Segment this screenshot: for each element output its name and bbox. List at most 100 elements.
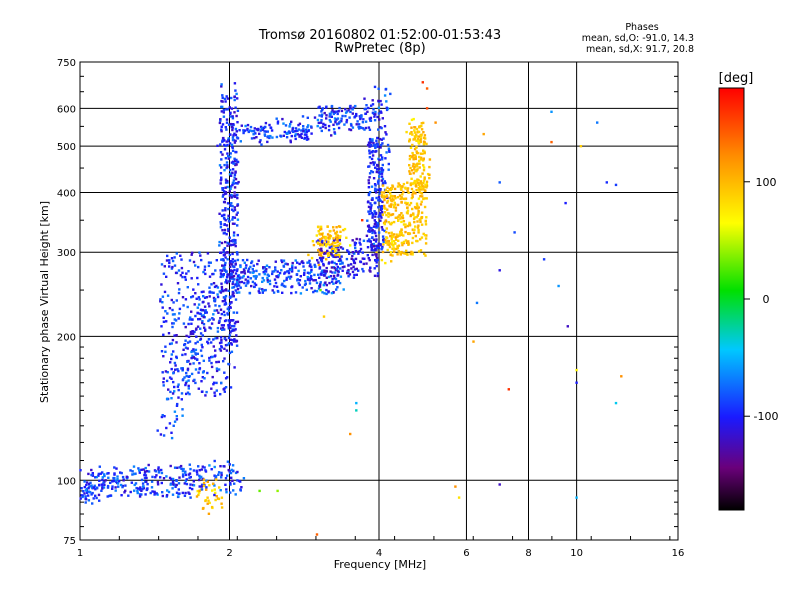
o-mode-point [186,360,189,363]
o-mode-point [373,85,377,89]
o-mode-point [224,197,227,201]
x-mode-point [322,235,325,238]
o-mode-point [189,483,192,486]
o-mode-point [230,239,233,243]
o-mode-point [313,273,316,277]
o-mode-point [357,123,361,126]
x-mode-point [420,223,424,226]
o-mode-point [183,482,186,485]
o-mode-point [88,491,92,494]
o-mode-point [366,110,369,113]
x-mode-point [345,236,348,239]
o-mode-point [279,134,282,137]
o-mode-point [170,397,173,400]
x-mode-point [423,205,427,209]
o-mode-point [187,384,190,388]
o-mode-point [98,479,101,482]
x-mode-point [385,213,388,217]
o-mode-point [353,273,356,277]
o-mode-point [370,204,373,207]
o-mode-point [346,249,349,252]
o-mode-point [368,238,371,241]
o-mode-point [219,119,222,122]
o-mode-point [306,125,309,129]
x-mode-point [384,238,387,242]
o-mode-point [316,118,320,122]
o-mode-point [302,129,305,133]
o-mode-point [134,482,138,485]
o-mode-point [353,252,356,255]
o-mode-point [332,291,335,294]
o-mode-point [233,195,237,198]
o-mode-point [229,168,232,172]
o-mode-point [334,268,338,272]
o-mode-point [342,288,345,291]
o-mode-point [239,286,242,289]
x-mode-point [210,505,214,509]
o-mode-point [233,191,236,194]
o-mode-point [235,194,239,197]
o-mode-point [330,110,333,114]
o-mode-point [162,384,165,387]
o-mode-point [164,310,167,313]
o-mode-point [209,327,213,330]
o-mode-point [319,283,322,286]
o-mode-point [224,192,228,195]
scattered-point [319,288,322,292]
o-mode-point [92,486,95,489]
x-mode-point [400,231,403,235]
o-mode-point [250,261,253,265]
scattered-point [507,388,510,391]
o-mode-point [380,216,383,219]
o-mode-point [237,278,240,281]
x-mode-point [380,258,384,262]
o-mode-point [205,390,208,394]
o-mode-point [210,387,213,390]
o-mode-point [345,118,349,122]
o-mode-point [223,201,226,204]
x-mode-point [400,241,404,245]
o-mode-point [184,491,187,495]
o-mode-point [257,259,260,262]
o-mode-point [111,480,114,483]
o-mode-point [204,311,207,314]
x-mode-point [389,194,393,198]
x-mode-point [318,250,322,254]
o-mode-point [356,120,359,123]
x-mode-point [207,512,211,515]
o-mode-point [109,481,112,484]
o-mode-point [252,271,255,274]
o-mode-point [314,265,317,268]
x-mode-point [411,251,414,254]
x-mode-point [335,233,338,236]
x-mode-point [411,155,414,158]
x-mode-point [413,147,417,151]
o-mode-point [219,489,222,492]
o-mode-point [177,317,180,320]
o-mode-point [348,116,351,119]
o-mode-point [169,464,172,468]
o-mode-point [228,106,231,109]
o-mode-point [387,162,390,166]
o-mode-point [233,157,236,160]
o-mode-point [194,357,197,360]
o-mode-point [321,125,325,128]
o-mode-point [192,362,195,365]
o-mode-point [275,135,279,139]
o-mode-point [375,261,378,264]
x-mode-point [425,184,429,187]
o-mode-point [383,94,387,97]
o-mode-point [231,265,235,268]
o-mode-point [318,276,321,279]
o-mode-point [226,164,229,167]
o-mode-point [143,476,147,480]
o-mode-point [222,232,225,235]
o-mode-point [376,225,380,228]
o-mode-point [229,326,232,329]
o-mode-point [335,263,338,266]
x-mode-point [320,251,323,255]
o-mode-point [228,262,232,265]
o-mode-point [192,356,195,359]
x-mode-point [424,219,427,223]
o-mode-point [305,133,308,136]
